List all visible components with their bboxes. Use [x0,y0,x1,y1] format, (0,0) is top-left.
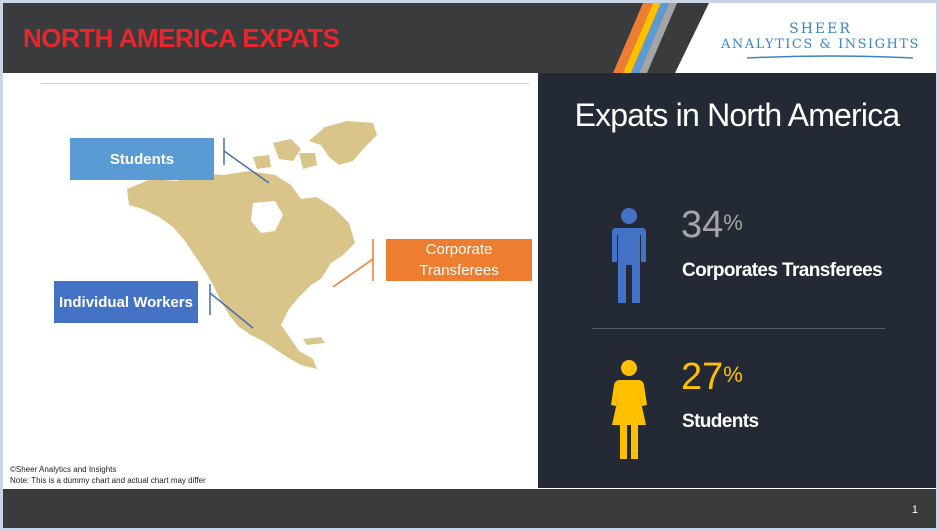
disclaimer-text: Note: This is a dummy chart and actual c… [10,476,206,485]
page-number: 1 [911,504,918,516]
panel-title: Expats in North America [574,97,901,133]
stats-panel: Expats in North America 34% Corporates T… [538,73,936,488]
slide-title: NORTH AMERICA EXPATS [23,23,340,53]
logo-text-analytics: ANALYTICS & INSIGHTS [721,37,920,52]
female-person-icon [611,360,647,459]
male-person-icon [612,208,646,303]
header-bar: NORTH AMERICA EXPATS SHEER ANALYTICS & I… [3,3,936,73]
arctic-islands-shape [253,139,317,169]
corporate-transferees-callout: Corporate Transferees [386,239,532,281]
caribbean-shape [303,337,325,345]
company-logo: SHEER ANALYTICS & INSIGHTS [675,3,936,73]
greenland-shape [309,121,377,165]
slide: NORTH AMERICA EXPATS SHEER ANALYTICS & I… [3,3,936,528]
mainland-shape [127,171,355,369]
students-label: Students [682,411,759,432]
corporate-label: Corporates Transferees [682,260,883,281]
corporate-percentage: 34% [681,205,743,245]
corporate-percentage-value: 34 [681,204,724,246]
stats-divider [592,328,885,329]
copyright-text: ©Sheer Analytics and Insights [10,465,117,474]
footer-bar: 1 [3,489,936,528]
individual-workers-callout: Individual Workers [54,281,198,323]
students-percentage: 27% [681,357,743,397]
students-percentage-value: 27 [681,356,724,398]
corporate-percentage-unit: % [723,210,743,235]
logo-swoosh-icon [746,55,914,59]
content-divider [41,83,529,84]
decorative-stripes [613,3,677,73]
logo-text-sheer: SHEER [789,21,852,37]
hudson-bay-shape [251,201,283,233]
footnote: ©Sheer Analytics and Insights Note: This… [10,464,206,486]
students-callout: Students [70,138,214,180]
students-percentage-unit: % [723,362,743,387]
